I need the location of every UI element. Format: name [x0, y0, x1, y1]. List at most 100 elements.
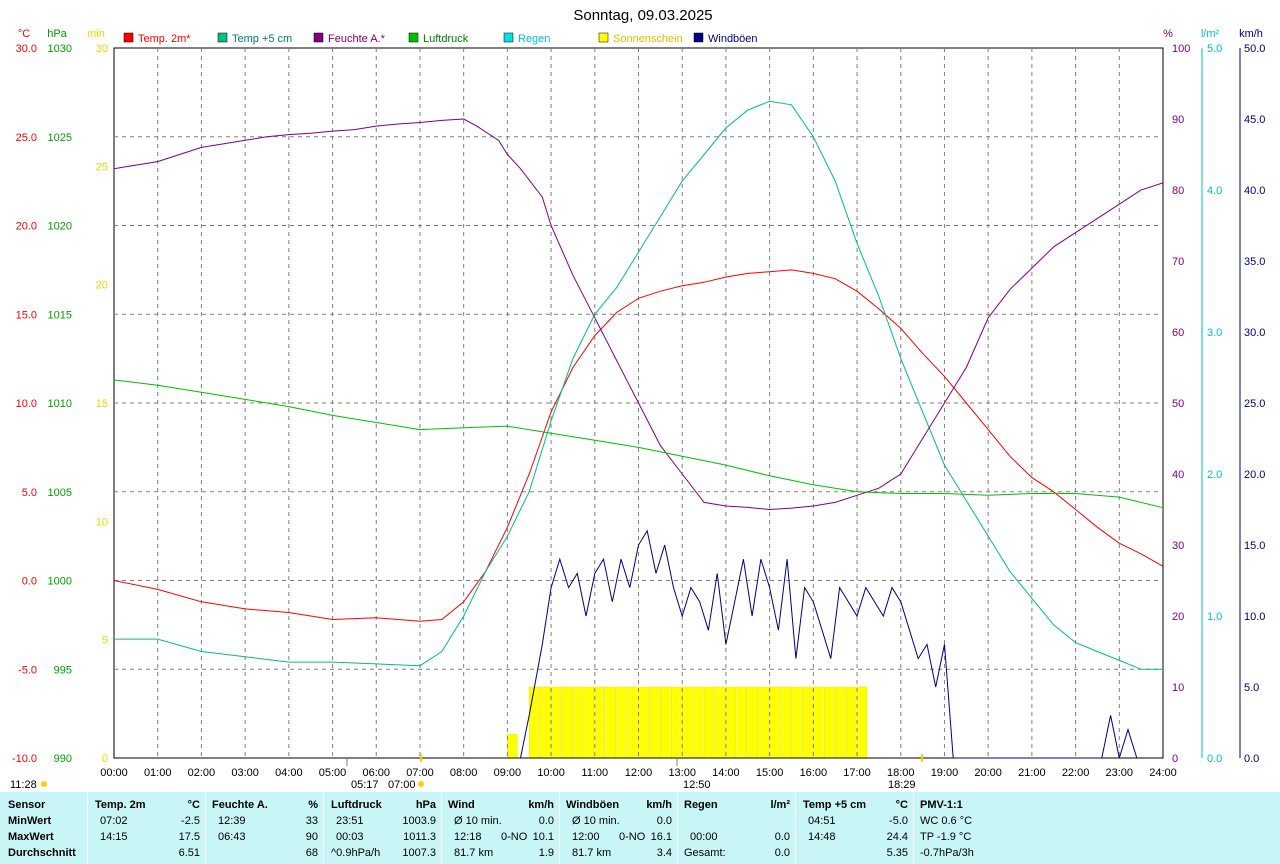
humidity-tick-label: 70: [1172, 256, 1184, 268]
x-tick-label: 06:00: [362, 767, 390, 779]
pressure-axis-unit: hPa: [47, 28, 67, 40]
pmv-dewpoint: TP -1.9 °C: [920, 831, 972, 843]
wind-tick-label: 35.0: [1244, 256, 1265, 268]
sunshine-tick-label: 25: [96, 161, 108, 173]
wind-tick-label: 0.0: [1244, 753, 1259, 765]
gusts-unit: km/h: [646, 799, 672, 811]
temp2m-max: 17.5: [178, 831, 200, 843]
pressure-min-time: 23:51: [336, 815, 364, 827]
temp2m-header: Temp. 2m: [95, 799, 146, 811]
sunshine-bar: [692, 686, 704, 759]
temp-tick-label: -5.0: [18, 664, 37, 676]
x-tick-label: 19:00: [931, 767, 959, 779]
marker-sunrise-label: 07:00: [388, 779, 416, 791]
pressure-tick-label: 1010: [48, 398, 72, 410]
x-tick-label: 03:00: [231, 767, 259, 779]
legend-label: Windböen: [708, 33, 758, 45]
humidity-tick-label: 80: [1172, 185, 1184, 197]
legend-label: Temp +5 cm: [232, 33, 292, 45]
x-tick-label: 12:00: [625, 767, 653, 779]
x-tick-label: 09:00: [494, 767, 522, 779]
legend-label: Luftdruck: [423, 33, 469, 45]
wind-tick-label: 10.0: [1244, 611, 1265, 623]
wind-tick-label: 25.0: [1244, 398, 1265, 410]
wind-tick-label: 40.0: [1244, 185, 1265, 197]
humidity-tick-label: 0: [1172, 753, 1178, 765]
sunshine-bar: [616, 686, 627, 759]
sunshine-bar: [649, 686, 660, 759]
sunshine-bar: [583, 686, 595, 759]
marker-sunrise-prev-label: 05:17: [351, 779, 379, 791]
temp-tick-label: 25.0: [16, 132, 37, 144]
temp5cm-avg: 5.35: [886, 847, 908, 859]
temp5cm-min: -5.0: [889, 815, 908, 827]
x-tick-label: 17:00: [843, 767, 871, 779]
x-tick-label: 02:00: [188, 767, 216, 779]
sunshine-tick-label: 0: [102, 753, 108, 765]
wind-tick-label: 20.0: [1244, 469, 1265, 481]
legend-label: Temp. 2m*: [138, 33, 191, 45]
rain-tick-label: 2.0: [1207, 469, 1222, 481]
sunshine-bar: [671, 686, 682, 759]
x-tick-label: 04:00: [275, 767, 303, 779]
summary-table: Sensor MinWert MaxWert Durchschnitt Temp…: [0, 792, 1280, 864]
row-label-min: MinWert: [8, 815, 52, 827]
x-tick-label: 13:00: [668, 767, 696, 779]
rain-max-time: 00:00: [690, 831, 718, 843]
rain-tick-label: 3.0: [1207, 327, 1222, 339]
sunshine-bar: [834, 686, 846, 759]
legend-swatch: [217, 32, 228, 43]
wind-avg-value: 0.0: [538, 815, 554, 827]
legend-label: Regen: [518, 33, 550, 45]
x-tick-label: 15:00: [756, 767, 784, 779]
x-tick-label: 14:00: [712, 767, 740, 779]
pressure-trend: ^0.9hPa/h: [331, 847, 381, 859]
gusts-header: Windböen: [566, 799, 620, 811]
pmv-pressure-trend: -0.7hPa/3h: [920, 847, 974, 859]
x-tick-label: 07:00: [406, 767, 434, 779]
wind-tick-label: 30.0: [1244, 327, 1265, 339]
sunshine-bar: [736, 686, 748, 759]
sunshine-bar: [824, 686, 835, 759]
pressure-avg: 1007.3: [402, 847, 436, 859]
temp-tick-label: 0.0: [22, 576, 37, 588]
humidity-tick-label: 100: [1172, 43, 1190, 55]
sun-icon: [41, 781, 47, 787]
x-tick-label: 21:00: [1018, 767, 1046, 779]
temp-tick-label: -10.0: [12, 753, 37, 765]
temp5cm-header: Temp +5 cm: [803, 799, 867, 811]
wind-tick-label: 50.0: [1244, 43, 1265, 55]
legend-swatch: [693, 32, 704, 43]
weather-chart: Sonntag, 09.03.2025 00:00 01:00 02:00 03:00…: [10, 7, 1265, 791]
x-tick-label: 10:00: [537, 767, 565, 779]
x-tick-label: 20:00: [974, 767, 1002, 779]
wind-tick-label: 15.0: [1244, 540, 1265, 552]
temp-axis-unit: °C: [18, 28, 30, 40]
legend-swatch: [598, 32, 609, 43]
pressure-tick-label: 990: [54, 753, 72, 765]
sunshine-bar: [594, 686, 605, 759]
marker-noon-label: 12:50: [683, 779, 711, 791]
sunshine-tick-label: 10: [96, 516, 108, 528]
sun-icon: [418, 781, 424, 787]
sunshine-bar: [627, 686, 638, 759]
temp2m-min-time: 07:02: [100, 815, 128, 827]
x-tick-label: 11:00: [581, 767, 608, 779]
humidity-min: 33: [305, 815, 318, 827]
sunshine-bar: [813, 686, 824, 759]
gusts-distance: 81.7 km: [572, 847, 612, 859]
temp-tick-label: 20.0: [16, 221, 37, 233]
humidity-tick-label: 90: [1172, 114, 1184, 126]
gusts-max-value: 16.1: [650, 831, 672, 843]
sunshine-bar: [638, 686, 649, 759]
wind-axis-unit: km/h: [1239, 28, 1263, 40]
sunshine-bar: [791, 686, 802, 759]
sunshine-bar: [845, 686, 857, 759]
sunshine-bar: [660, 686, 671, 759]
pressure-max: 1011.3: [403, 831, 436, 843]
corner-time-label: 11:28: [10, 779, 37, 791]
sunshine-bar: [681, 686, 693, 759]
humidity-avg: 68: [305, 847, 318, 859]
legend-label: Feuchte A.*: [328, 33, 386, 45]
gusts-mean: 3.4: [656, 847, 672, 859]
